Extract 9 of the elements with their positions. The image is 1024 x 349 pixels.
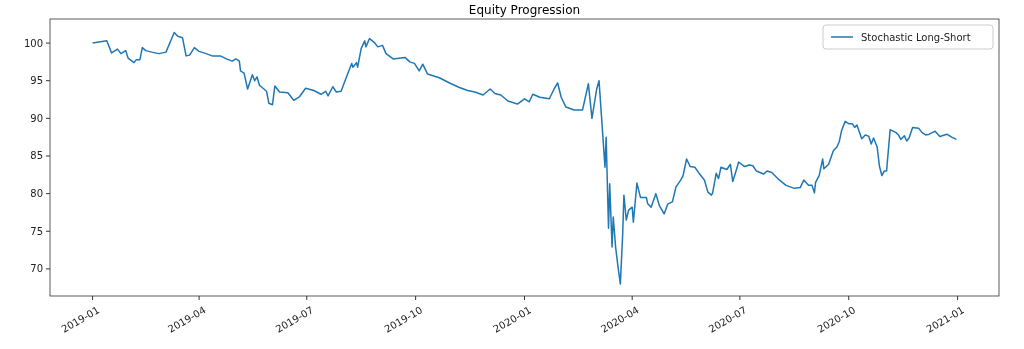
y-tick-label: 80 [30, 188, 43, 200]
y-tick-label: 90 [30, 112, 43, 124]
y-tick-label: 100 [23, 37, 43, 49]
chart-title: Equity Progression [468, 3, 581, 17]
legend-label: Stochastic Long-Short [861, 31, 971, 43]
y-tick-label: 85 [30, 150, 43, 162]
y-tick-label: 75 [30, 225, 43, 237]
y-tick-label: 70 [30, 263, 43, 275]
y-tick-label: 95 [30, 75, 43, 87]
